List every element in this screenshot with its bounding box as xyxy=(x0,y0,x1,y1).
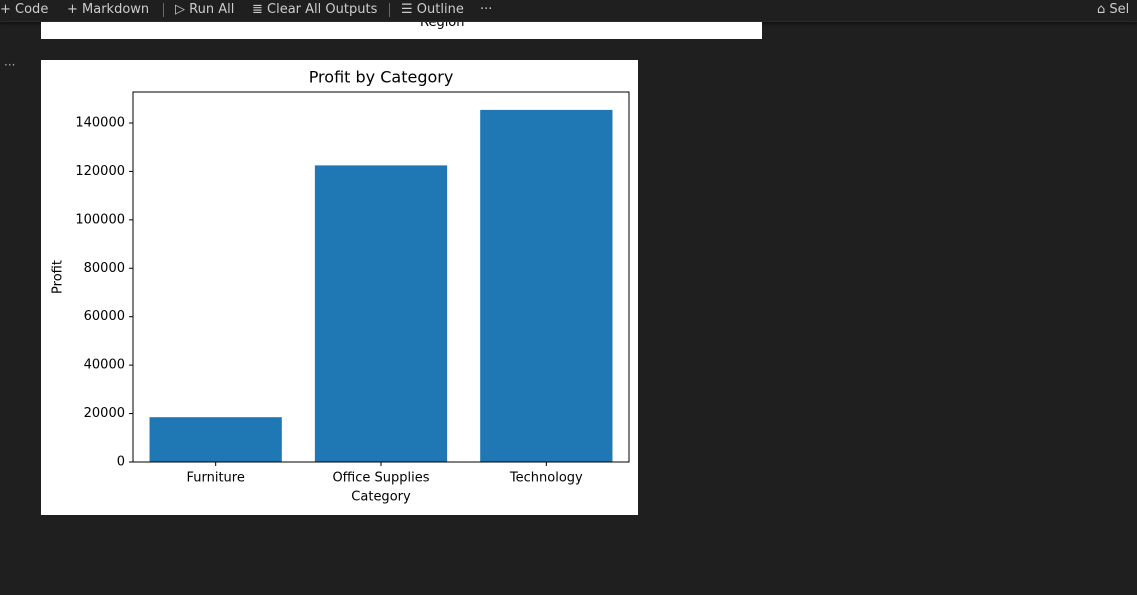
chart-title: Profit by Category xyxy=(309,68,454,87)
label: Run All xyxy=(189,2,235,17)
y-tick-label: 80000 xyxy=(84,261,125,276)
y-tick-label: 140000 xyxy=(75,115,125,130)
x-axis-label: Region xyxy=(420,22,465,30)
previous-output: Region xyxy=(41,22,762,39)
more-button[interactable]: ··· xyxy=(480,2,493,17)
chart: Profit by Category Category Profit 0 2000… xyxy=(41,60,638,515)
bar xyxy=(149,417,282,462)
add-markdown-button[interactable]: + Markdown xyxy=(67,2,150,17)
label: Clear All Outputs xyxy=(267,2,378,17)
cell-menu[interactable]: ··· xyxy=(4,58,16,72)
x-axis-label: Category xyxy=(351,490,411,505)
toolbar: + Code + Markdown ▷ Run All ≣ Clear All … xyxy=(0,0,1137,22)
separator xyxy=(389,3,390,17)
label: Markdown xyxy=(82,2,150,17)
clear-outputs-button[interactable]: ≣ Clear All Outputs xyxy=(252,2,378,17)
separator xyxy=(163,3,164,17)
plot-frame xyxy=(132,91,630,463)
bar xyxy=(314,165,448,462)
x-tick-label: Technology xyxy=(509,471,583,486)
x-tick-label: Office Supplies xyxy=(332,471,429,486)
kernel-button[interactable]: ⌂ Sel xyxy=(1097,2,1130,17)
label: Outline xyxy=(416,2,464,17)
y-tick-label: 120000 xyxy=(75,164,125,179)
y-tick-label: 20000 xyxy=(84,406,125,421)
x-tick-label: Furniture xyxy=(186,471,244,486)
label: Code xyxy=(15,2,49,17)
y-tick-label: 60000 xyxy=(84,309,125,324)
bar xyxy=(480,109,613,462)
y-tick-label: 0 xyxy=(117,455,125,470)
run-all-button[interactable]: ▷ Run All xyxy=(175,2,235,17)
y-tick-label: 40000 xyxy=(84,358,125,373)
y-tick-label: 100000 xyxy=(75,212,125,227)
add-code-button[interactable]: + Code xyxy=(0,2,49,17)
y-axis-label: Profit xyxy=(51,260,66,294)
label: Sel xyxy=(1109,2,1130,17)
outline-button[interactable]: ☰ Outline xyxy=(401,2,464,17)
